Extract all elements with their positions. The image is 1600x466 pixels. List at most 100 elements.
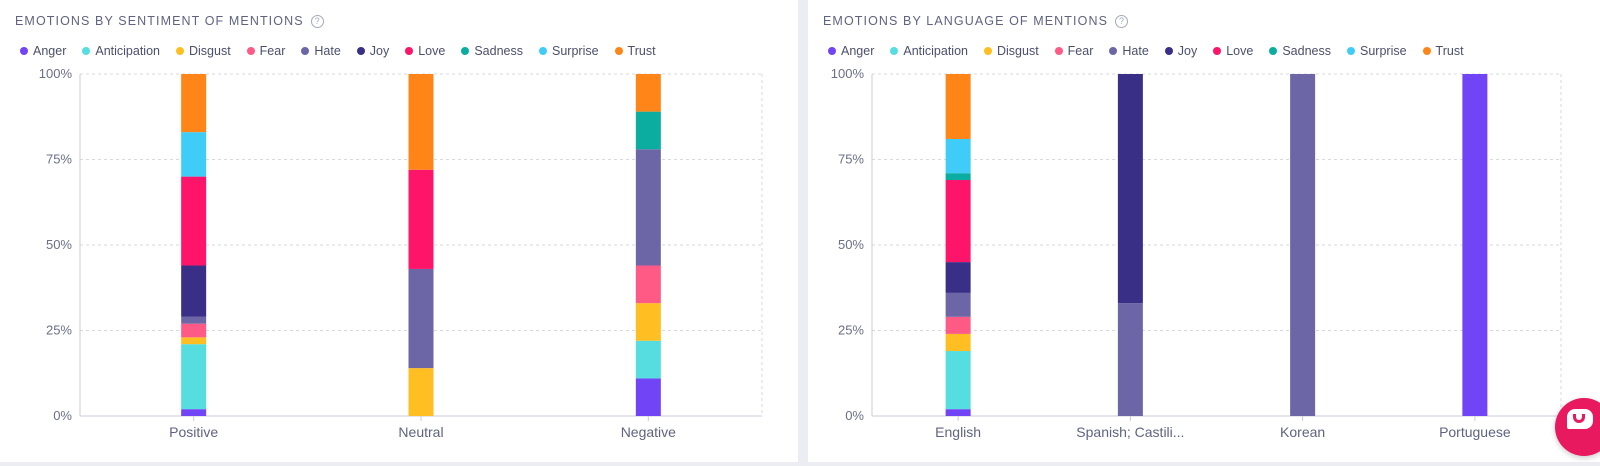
legend-item-hate[interactable]: Hate: [301, 44, 341, 58]
bar-segment-anger[interactable]: [181, 409, 207, 416]
bar-segment-sadness[interactable]: [635, 111, 661, 150]
bar-segment-anger[interactable]: [1462, 74, 1488, 416]
bar-segment-anger[interactable]: [635, 378, 661, 416]
bar-segment-sadness[interactable]: [945, 173, 971, 181]
legend-item-love[interactable]: Love: [405, 44, 445, 58]
bar-segment-disgust[interactable]: [408, 368, 434, 416]
legend-swatch: [301, 47, 310, 55]
legend-item-anticipation[interactable]: Anticipation: [82, 44, 160, 58]
bar-segment-joy[interactable]: [945, 262, 971, 293]
legend-swatch: [246, 47, 255, 55]
bar-segment-disgust[interactable]: [181, 337, 207, 345]
legend-label: Sadness: [474, 44, 523, 58]
legend-item-disgust[interactable]: Disgust: [983, 44, 1039, 58]
help-icon[interactable]: ?: [1115, 14, 1129, 28]
legend-item-sadness[interactable]: Sadness: [1269, 44, 1331, 58]
bar-segment-joy[interactable]: [181, 265, 207, 317]
legend-swatch: [539, 47, 547, 55]
y-tick-label: 100%: [831, 66, 865, 81]
bar-segment-hate[interactable]: [1290, 74, 1316, 416]
bar-segment-trust[interactable]: [635, 74, 661, 112]
bar-segment-love[interactable]: [945, 180, 971, 263]
legend-label: Hate: [1122, 44, 1149, 58]
bar-segment-trust[interactable]: [945, 74, 971, 139]
legend-swatch: [175, 47, 184, 55]
legend-swatch: [405, 47, 414, 55]
legend-swatch: [20, 47, 28, 55]
legend-item-trust[interactable]: Trust: [1422, 44, 1464, 58]
bar-segment-fear[interactable]: [945, 316, 971, 334]
bar-segment-anticipation[interactable]: [181, 344, 207, 410]
y-tick-label: 75%: [46, 152, 72, 167]
bar-segment-fear[interactable]: [181, 323, 207, 338]
stacked-bar-chart-sentiment: 0% 25% 50% 75% 100% Positive Neutral Negative: [39, 66, 763, 440]
stacked-bar-chart-language: 0% 25% 50% 75% 100% English Spanish; Castili..…: [831, 66, 1562, 440]
bar-segment-surprise[interactable]: [181, 132, 207, 177]
legend-label: Disgust: [188, 44, 231, 58]
chat-launcher-button[interactable]: [1555, 398, 1600, 456]
legend-item-surprise[interactable]: Surprise: [539, 44, 599, 58]
panel-header: EMOTIONS BY LANGUAGE OF MENTIONS ?: [823, 14, 1129, 28]
x-tick-label: Positive: [169, 424, 218, 440]
bar-segment-disgust[interactable]: [945, 333, 971, 352]
legend-item-sadness[interactable]: Sadness: [461, 44, 523, 58]
bar-segment-hate[interactable]: [635, 149, 661, 266]
bar-segment-anticipation[interactable]: [635, 340, 661, 379]
chat-bubble-icon: [1567, 409, 1593, 429]
legend-item-trust[interactable]: Trust: [614, 44, 656, 58]
legend-label: Hate: [314, 44, 341, 58]
legend-item-anger[interactable]: Anger: [828, 44, 874, 58]
legend-item-fear[interactable]: Fear: [246, 44, 285, 58]
chart-title: EMOTIONS BY SENTIMENT OF MENTIONS: [15, 14, 304, 28]
bar-segment-hate[interactable]: [1117, 303, 1143, 416]
legend-swatch: [1422, 47, 1431, 55]
legend-swatch: [614, 47, 623, 55]
legend-item-hate[interactable]: Hate: [1109, 44, 1149, 58]
legend-item-joy[interactable]: Joy: [1164, 44, 1198, 58]
bar-segment-love[interactable]: [181, 176, 207, 266]
chart-legend: Anger Anticipation Disgust Fear Hate Joy Love S…: [828, 44, 1480, 58]
legend-item-anticipation[interactable]: Anticipation: [890, 44, 968, 58]
bar-segment-joy[interactable]: [1117, 74, 1143, 304]
legend-label: Fear: [1067, 44, 1094, 58]
chart-panel-sentiment: EMOTIONS BY SENTIMENT OF MENTIONS ? Ange…: [0, 0, 798, 462]
y-tick-label: 50%: [838, 237, 864, 252]
x-tick-label: Neutral: [398, 424, 443, 440]
bar-segment-hate[interactable]: [181, 316, 207, 324]
legend-label: Trust: [627, 44, 656, 58]
chart-legend: Anger Anticipation Disgust Fear Hate Joy Love S…: [20, 44, 672, 58]
bar-segment-anger[interactable]: [945, 409, 971, 416]
legend-item-joy[interactable]: Joy: [356, 44, 389, 58]
legend-label: Joy: [1177, 44, 1198, 58]
x-tick-label: Spanish; Castili...: [1076, 424, 1184, 440]
bar-segment-trust[interactable]: [408, 74, 434, 170]
legend-swatch: [1213, 47, 1222, 55]
legend-item-surprise[interactable]: Surprise: [1347, 44, 1407, 58]
legend-label: Anticipation: [95, 44, 160, 58]
legend-item-anger[interactable]: Anger: [20, 44, 66, 58]
bar-segment-hate[interactable]: [945, 292, 971, 317]
legend-item-disgust[interactable]: Disgust: [175, 44, 231, 58]
bar-segment-hate[interactable]: [408, 268, 434, 369]
legend-swatch: [82, 47, 91, 55]
y-tick-label: 25%: [46, 323, 72, 338]
bar-segment-love[interactable]: [408, 169, 434, 269]
bar-segment-fear[interactable]: [635, 265, 661, 304]
legend-swatch: [1054, 47, 1063, 55]
y-tick-label: 0%: [53, 408, 72, 423]
chart-title: EMOTIONS BY LANGUAGE OF MENTIONS: [823, 14, 1109, 28]
panel-header: EMOTIONS BY SENTIMENT OF MENTIONS ?: [15, 14, 324, 28]
legend-item-love[interactable]: Love: [1213, 44, 1253, 58]
bar-segment-anticipation[interactable]: [945, 351, 971, 410]
chart-panel-language: EMOTIONS BY LANGUAGE OF MENTIONS ? Anger…: [808, 0, 1600, 462]
bar-segment-trust[interactable]: [181, 74, 207, 133]
x-tick-label: Korean: [1280, 424, 1325, 440]
bar-segment-surprise[interactable]: [945, 138, 971, 174]
legend-item-fear[interactable]: Fear: [1054, 44, 1094, 58]
legend-label: Love: [418, 44, 446, 58]
legend-swatch: [890, 47, 899, 55]
legend-label: Love: [1226, 44, 1254, 58]
bar-segment-disgust[interactable]: [635, 303, 661, 341]
legend-swatch: [1164, 47, 1173, 55]
help-icon[interactable]: ?: [310, 14, 324, 28]
